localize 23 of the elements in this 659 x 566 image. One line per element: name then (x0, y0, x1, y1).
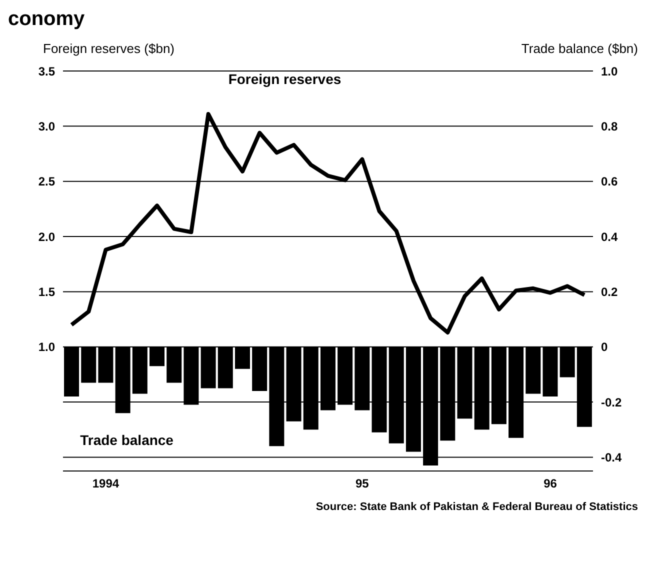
x-tick-label: 96 (544, 476, 558, 491)
text: Foreign reserves (228, 71, 342, 88)
y2-tick-label: 0 (601, 340, 608, 354)
y-tick-label: 2.5 (38, 174, 56, 189)
chart-title: conomy (8, 8, 86, 31)
y-tick-label: 2.0 (38, 230, 56, 244)
x-tick-label: 95 (356, 476, 370, 491)
y2-tick-label: -0.2 (601, 395, 622, 410)
series-label: Trade balance (80, 432, 174, 448)
y-tick-label: 3.5 (38, 64, 56, 78)
y2-axis-title: Trade balance ($bn) (521, 41, 638, 56)
y2-tick-label: 0.6 (601, 174, 618, 189)
y-tick-label: 3.0 (38, 119, 56, 134)
y2-tick-label: 0.8 (601, 119, 618, 134)
y-tick-label: 1.5 (38, 284, 56, 299)
y-axis-title: Foreign reserves ($bn) (43, 41, 174, 56)
y2-tick-label: -0.4 (601, 450, 622, 464)
y2-tick-label: 1.0 (601, 64, 618, 78)
y2-tick-label: 0.4 (601, 230, 618, 244)
y-tick-label: 1.0 (38, 340, 56, 354)
x-tick-label: 1994 (92, 476, 120, 491)
source-note: Source: State Bank of Pakistan & Federal Bureau of Statistics (314, 501, 639, 513)
y2-tick-label: 0.2 (601, 284, 618, 299)
